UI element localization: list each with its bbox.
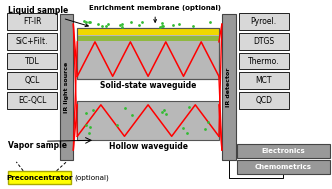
FancyBboxPatch shape	[7, 53, 57, 69]
FancyBboxPatch shape	[239, 13, 289, 30]
FancyBboxPatch shape	[59, 14, 73, 160]
FancyBboxPatch shape	[222, 14, 236, 160]
Text: EC-QCL: EC-QCL	[18, 96, 46, 105]
Text: Liquid sample: Liquid sample	[8, 6, 88, 27]
Text: Vapor sample: Vapor sample	[8, 141, 67, 150]
Text: DTGS: DTGS	[253, 37, 274, 46]
Text: QCL: QCL	[24, 76, 40, 85]
Text: Enrichment membrane (optional): Enrichment membrane (optional)	[89, 5, 221, 22]
Text: SiC+Filt.: SiC+Filt.	[16, 37, 48, 46]
FancyBboxPatch shape	[77, 36, 219, 41]
Text: QCD: QCD	[255, 96, 272, 105]
Text: Solid-state waveguide: Solid-state waveguide	[100, 81, 196, 90]
Text: MCT: MCT	[255, 76, 272, 85]
Text: Chemometrics: Chemometrics	[255, 164, 312, 170]
FancyBboxPatch shape	[239, 53, 289, 69]
FancyBboxPatch shape	[77, 101, 219, 140]
Text: FT-IR: FT-IR	[23, 17, 41, 26]
FancyBboxPatch shape	[7, 72, 57, 89]
Text: IR detector: IR detector	[226, 67, 231, 107]
FancyBboxPatch shape	[77, 28, 219, 35]
FancyBboxPatch shape	[7, 13, 57, 30]
FancyBboxPatch shape	[239, 72, 289, 89]
FancyBboxPatch shape	[239, 92, 289, 109]
FancyBboxPatch shape	[7, 92, 57, 109]
Text: Thermo.: Thermo.	[248, 57, 280, 66]
FancyBboxPatch shape	[237, 144, 330, 158]
Text: Hollow waveguide: Hollow waveguide	[109, 142, 188, 151]
FancyBboxPatch shape	[239, 33, 289, 50]
Text: TDL: TDL	[25, 57, 40, 66]
FancyBboxPatch shape	[77, 28, 219, 79]
FancyBboxPatch shape	[237, 160, 330, 174]
Text: Electronics: Electronics	[261, 148, 305, 154]
FancyBboxPatch shape	[8, 171, 71, 184]
Text: (optional): (optional)	[74, 174, 109, 181]
Text: Preconcentrator: Preconcentrator	[7, 175, 73, 181]
FancyBboxPatch shape	[7, 33, 57, 50]
Text: IR light source: IR light source	[64, 61, 69, 113]
Text: Pyroel.: Pyroel.	[251, 17, 277, 26]
